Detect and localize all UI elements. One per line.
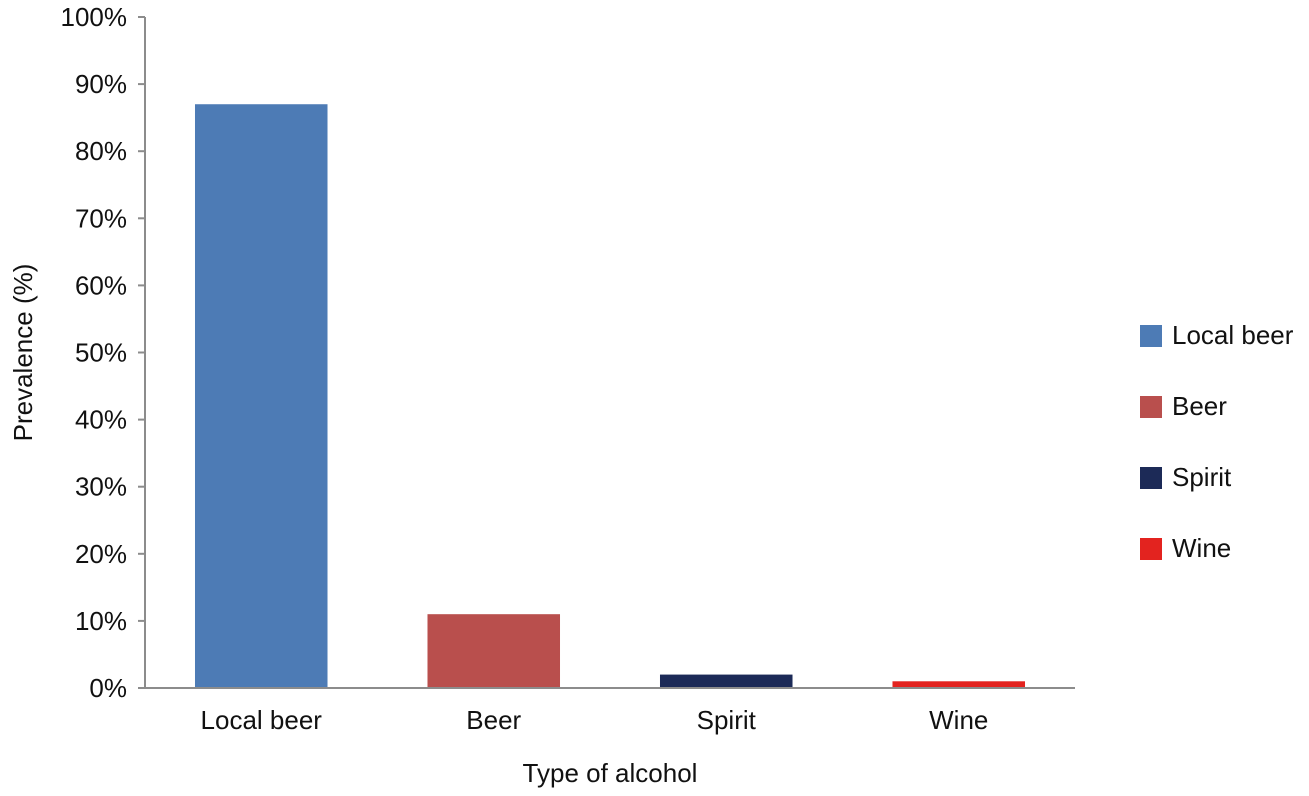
legend-label: Beer (1172, 391, 1227, 421)
x-tick-label: Beer (466, 705, 521, 735)
legend-item: Local beer (1140, 300, 1293, 371)
x-tick-label: Spirit (697, 705, 757, 735)
bars (194, 104, 1026, 689)
legend-item: Wine (1140, 513, 1293, 584)
legend-swatch (1140, 324, 1162, 347)
legend-swatch (1140, 395, 1162, 418)
y-tick-label: 60% (75, 270, 127, 300)
y-tick-label: 20% (75, 539, 127, 569)
y-axis-title: Prevalence (%) (8, 264, 38, 442)
bar (427, 614, 561, 688)
legend-label: Local beer (1172, 320, 1294, 350)
y-tick-label: 10% (75, 606, 127, 636)
bar (892, 681, 1026, 688)
x-axis-tick-labels: Local beer Beer Spirit Wine (201, 705, 989, 735)
y-tick-label: 90% (75, 69, 127, 99)
y-tick-label: 40% (75, 405, 127, 435)
x-tick-label: Local beer (201, 705, 323, 735)
legend-item: Spirit (1140, 442, 1293, 513)
bar (659, 674, 793, 688)
legend: Local beer Beer Spirit Wine (1140, 300, 1293, 584)
y-tick-label: 0% (89, 673, 127, 703)
bar (194, 104, 328, 689)
legend-item: Beer (1140, 371, 1293, 442)
x-axis-title: Type of alcohol (523, 758, 698, 788)
y-tick-label: 80% (75, 136, 127, 166)
y-axis-ticks: 0% 10% 20% 30% 40% 50% 60% 70% 80% 90% 100% (61, 2, 145, 703)
legend-swatch (1140, 466, 1162, 489)
legend-label: Wine (1172, 533, 1232, 563)
y-tick-label: 30% (75, 472, 127, 502)
legend-swatch (1140, 537, 1162, 560)
x-tick-label: Wine (929, 705, 988, 735)
y-tick-label: 100% (61, 2, 128, 32)
legend-label: Spirit (1172, 462, 1232, 492)
y-tick-label: 50% (75, 338, 127, 368)
y-tick-label: 70% (75, 203, 127, 233)
